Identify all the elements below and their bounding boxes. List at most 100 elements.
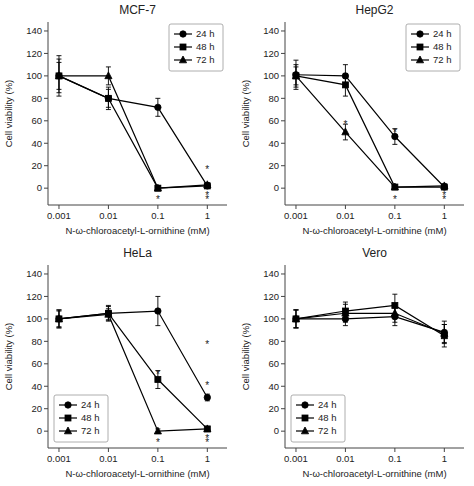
y-axis-line <box>285 265 286 448</box>
series <box>56 296 211 400</box>
error-bar-cap <box>293 309 298 310</box>
y-tick <box>44 363 48 364</box>
legend-item: 24 h <box>411 28 452 39</box>
error-bar-cap <box>343 96 348 97</box>
error-bar-cap <box>106 320 111 321</box>
data-point <box>105 310 112 317</box>
y-tick-label: 140 <box>26 268 42 279</box>
annotation: * <box>205 380 209 391</box>
error-bar-cap <box>56 327 61 328</box>
x-tick-label: 0.01 <box>336 453 355 464</box>
error-bar <box>205 394 210 401</box>
y-tick-label: 60 <box>268 115 279 126</box>
series <box>293 60 448 190</box>
data-point <box>293 73 299 79</box>
series-line <box>296 76 444 187</box>
series-line <box>296 305 444 335</box>
y-tick <box>44 75 48 76</box>
x-tick-label: 1 <box>442 453 447 464</box>
error-bar <box>343 74 348 96</box>
data-point <box>56 73 62 79</box>
data-point <box>105 310 111 316</box>
error-bar-cap <box>392 294 397 295</box>
error-bar-cap <box>293 84 298 85</box>
y-tick <box>281 30 285 31</box>
data-point <box>155 185 161 191</box>
legend-box <box>291 395 345 442</box>
y-tick <box>281 431 285 432</box>
legend-item: 24 h <box>174 28 215 39</box>
legend-label: 48 h <box>318 412 337 423</box>
y-tick-label: 80 <box>268 93 279 104</box>
series-line <box>59 313 207 429</box>
annotation: * <box>156 437 160 448</box>
y-axis-label: Cell viability (%) <box>240 323 251 391</box>
error-bar-cap <box>56 92 61 93</box>
data-point <box>55 72 62 79</box>
plot-area <box>292 294 448 347</box>
data-point <box>441 182 448 189</box>
x-tick-label: 1 <box>442 210 447 221</box>
y-tick <box>281 318 285 319</box>
error-bar <box>155 98 160 116</box>
y-tick-label: 140 <box>263 268 279 279</box>
error-bar-cap <box>106 320 111 321</box>
data-point <box>342 82 348 88</box>
x-tick-label: 0.1 <box>151 453 164 464</box>
error-bar-cap <box>293 327 298 328</box>
error-bar-cap <box>343 322 348 323</box>
x-tick <box>157 205 158 209</box>
legend: 24 h48 h72 h <box>54 395 108 442</box>
y-tick <box>44 165 48 166</box>
y-tick-label: 120 <box>263 291 279 302</box>
x-tick-label: 0.1 <box>151 210 164 221</box>
error-bar-cap <box>293 327 298 328</box>
series-line <box>59 314 207 431</box>
panel: 0.0010.010.11020406080100120140HepG2N-ω-… <box>240 3 464 236</box>
y-tick-label: 120 <box>263 48 279 59</box>
y-tick-label: 0 <box>274 182 279 193</box>
data-point <box>204 394 210 400</box>
y-tick <box>44 30 48 31</box>
error-bar-cap <box>106 321 111 322</box>
data-point <box>342 309 349 316</box>
y-tick-label: 0 <box>37 182 42 193</box>
error-bar-cap <box>56 327 61 328</box>
legend-label: 24 h <box>196 28 215 39</box>
error-bar-cap <box>106 308 111 309</box>
data-point <box>293 316 299 322</box>
y-tick-label: 0 <box>37 425 42 436</box>
legend-marker <box>301 427 308 434</box>
y-tick <box>44 318 48 319</box>
error-bar-cap <box>56 326 61 327</box>
legend-marker <box>180 31 186 37</box>
data-point <box>155 104 161 110</box>
annotation: * <box>442 190 446 201</box>
error-bar-cap <box>56 309 61 310</box>
error-bar-cap <box>155 388 160 389</box>
y-axis-line <box>285 22 286 205</box>
annotation: * <box>205 190 209 201</box>
plot-area <box>292 60 448 190</box>
legend-label: 48 h <box>81 412 100 423</box>
x-tick-label: 0.01 <box>99 453 118 464</box>
annotation: * <box>205 339 209 350</box>
error-bar-cap <box>343 325 348 326</box>
annotation: * <box>205 164 209 175</box>
legend-item: 48 h <box>296 412 337 423</box>
y-tick-label: 100 <box>263 313 279 324</box>
legend-marker <box>65 415 71 421</box>
y-axis-label: Cell viability (%) <box>3 323 14 391</box>
annotation: * <box>156 194 160 205</box>
y-tick <box>281 98 285 99</box>
error-bar-cap <box>293 66 298 67</box>
legend-marker <box>65 402 71 408</box>
data-point <box>292 72 299 79</box>
error-bar-cap <box>392 144 397 145</box>
y-tick <box>44 431 48 432</box>
legend-item: 24 h <box>59 399 100 410</box>
y-tick <box>281 273 285 274</box>
x-tick <box>108 448 109 452</box>
x-tick <box>394 448 395 452</box>
data-point <box>56 73 62 79</box>
